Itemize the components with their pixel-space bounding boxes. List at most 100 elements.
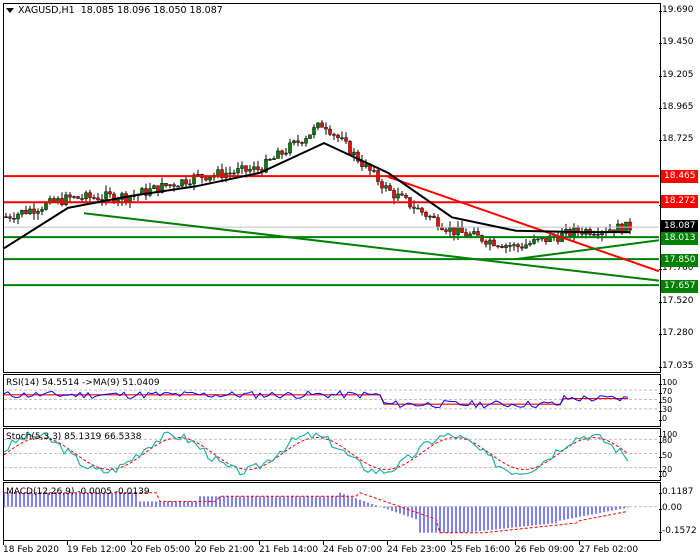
bear-candle <box>492 239 496 247</box>
dropdown-triangle-icon[interactable] <box>6 8 14 13</box>
rsi-panel[interactable] <box>3 374 661 427</box>
symbol: XAGUSD,H1 <box>18 5 75 16</box>
bull-candle <box>504 245 508 248</box>
support-label: 18.013 <box>661 232 698 245</box>
bull-candle <box>340 137 344 139</box>
bear-candle <box>420 207 424 213</box>
bear-candle <box>436 217 440 228</box>
trendline <box>515 239 660 261</box>
bull-candle <box>152 185 156 189</box>
bear-candle <box>300 142 304 144</box>
bull-candle <box>240 165 244 169</box>
bull-candle <box>180 179 184 187</box>
bear-candle <box>76 196 80 199</box>
price-tick: 17.280 <box>659 328 694 338</box>
macd-tick: 0.00 <box>658 503 683 513</box>
bear-candle <box>172 184 176 187</box>
bear-candle <box>320 122 324 128</box>
time-label: 25 Feb 16:00 <box>451 545 511 555</box>
bull-candle <box>592 233 596 236</box>
bull-candle <box>192 174 196 185</box>
bull-candle <box>64 194 68 205</box>
bull-candle <box>216 169 220 176</box>
price-tick: 18.725 <box>659 134 694 144</box>
time-tick-mark <box>515 541 516 545</box>
time-tick-mark <box>67 541 68 545</box>
price-tick: 19.205 <box>659 70 694 80</box>
resistance-label: 18.272 <box>661 195 698 208</box>
chart-title: XAGUSD,H1 18.085 18.096 18.050 18.087 <box>6 5 223 16</box>
bear-candle <box>500 246 504 248</box>
bull-candle <box>316 122 320 128</box>
rsi-tick: 0 <box>658 414 668 423</box>
stoch-panel[interactable] <box>3 428 661 481</box>
bear-candle <box>372 170 376 172</box>
time-tick-mark <box>3 541 4 545</box>
bull-candle <box>524 244 528 249</box>
time-tick-mark <box>387 541 388 545</box>
current-price-label: 18.087 <box>661 220 698 233</box>
bear-candle <box>144 188 148 196</box>
bear-candle <box>596 233 600 236</box>
bear-candle <box>32 208 36 214</box>
bull-candle <box>160 183 164 193</box>
bull-candle <box>28 208 32 214</box>
bull-candle <box>276 150 280 159</box>
time-label: 21 Feb 14:00 <box>259 545 319 555</box>
price-tick: 18.965 <box>659 102 694 112</box>
bear-candle <box>244 165 248 172</box>
bull-candle <box>196 174 200 176</box>
time-label: 24 Feb 07:00 <box>323 545 383 555</box>
bear-candle <box>92 197 96 199</box>
time-label: 24 Feb 23:00 <box>387 545 447 555</box>
stoch-tick: 100 <box>658 430 678 439</box>
bull-candle <box>416 207 420 210</box>
bear-candle <box>184 179 188 185</box>
bear-candle <box>220 169 224 178</box>
bull-candle <box>532 239 536 244</box>
bull-candle <box>448 227 452 232</box>
moving-average-line <box>3 142 630 250</box>
bull-candle <box>208 176 212 181</box>
bull-candle <box>44 202 48 210</box>
bear-candle <box>508 245 512 247</box>
resistance-label: 18.465 <box>661 170 698 183</box>
bear-candle <box>480 235 484 242</box>
bear-candle <box>356 151 360 162</box>
bear-candle <box>332 134 336 136</box>
bull-candle <box>264 158 268 173</box>
bull-candle <box>364 163 368 167</box>
bull-candle <box>308 134 312 139</box>
macd-signal-line <box>4 492 629 534</box>
bear-candle <box>68 194 72 198</box>
bull-candle <box>168 184 172 187</box>
macd-tick: 0.1187 <box>659 487 694 497</box>
support-label: 17.657 <box>661 280 698 293</box>
bear-candle <box>8 216 12 219</box>
bull-candle <box>312 127 316 136</box>
bear-candle <box>520 246 524 249</box>
bear-candle <box>96 197 100 201</box>
bull-candle <box>536 238 540 241</box>
bear-candle <box>324 127 328 130</box>
time-label: 19 Feb 12:00 <box>67 545 127 555</box>
bull-candle <box>232 172 236 175</box>
support-label: 17.850 <box>661 254 698 267</box>
bear-candle <box>328 128 332 135</box>
time-label: 18 Feb 2020 <box>3 545 60 555</box>
main-chart-panel[interactable] <box>3 3 661 373</box>
bear-candle <box>404 195 408 198</box>
stoch-label: Stoch(5,3,3) 85.1319 66.5338 <box>6 432 142 442</box>
bear-candle <box>256 166 260 170</box>
time-tick-mark <box>259 541 260 545</box>
macd-panel[interactable] <box>3 482 661 541</box>
bear-candle <box>112 193 116 202</box>
bull-candle <box>104 191 108 200</box>
bear-candle <box>12 218 16 220</box>
bear-candle <box>544 237 548 242</box>
bear-candle <box>380 181 384 189</box>
price-tick: 17.760 <box>659 263 694 273</box>
bear-candle <box>464 232 468 237</box>
macd-tick: -0.1572 <box>659 526 697 536</box>
